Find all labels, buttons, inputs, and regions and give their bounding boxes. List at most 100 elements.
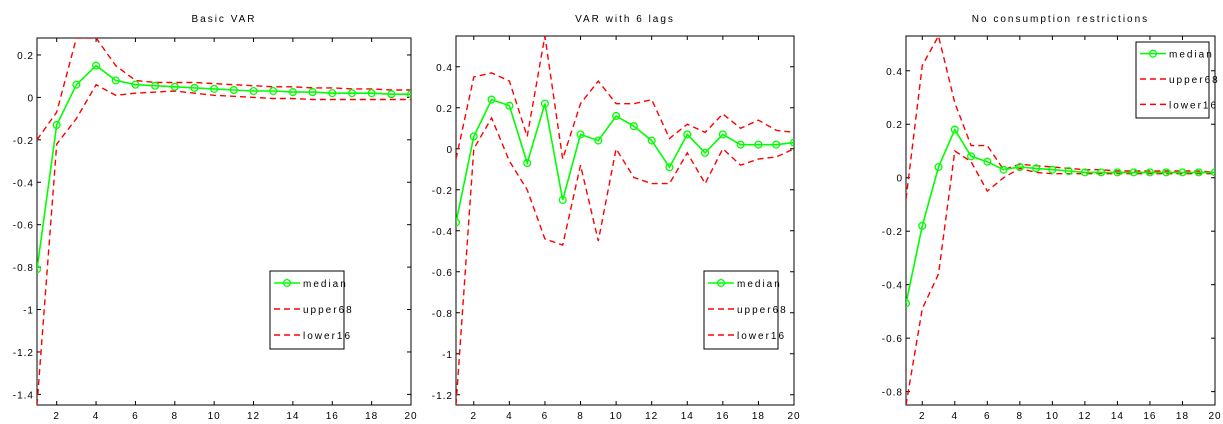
y-tick-label: 0.4 <box>886 67 903 78</box>
legend: median upper68 lower16 <box>703 270 786 350</box>
legend-marker-median <box>716 278 726 288</box>
data-point-median <box>523 159 532 168</box>
y-tick-label: 0 <box>446 145 453 156</box>
data-point-median <box>131 80 140 89</box>
data-point-median <box>576 130 585 139</box>
x-tick-label: 16 <box>1143 411 1156 422</box>
series-line-lower16 <box>906 149 1215 405</box>
legend-label-median: median <box>737 279 782 290</box>
y-tick-label: -0.2 <box>432 186 453 197</box>
y-tick-label: -0.4 <box>13 178 34 189</box>
y-tick-label: -1.4 <box>13 390 34 401</box>
x-tick-label: 6 <box>542 411 549 422</box>
data-point-median <box>170 82 179 91</box>
data-point-median <box>347 89 356 98</box>
x-tick-label: 6 <box>984 411 991 422</box>
data-point-median <box>308 88 317 97</box>
data-point-median <box>999 165 1008 174</box>
data-point-median <box>772 140 781 149</box>
y-tick-label: -0.6 <box>13 221 34 232</box>
y-tick-label: -0.8 <box>432 309 453 320</box>
legend-label-upper68: upper68 <box>1169 75 1220 86</box>
x-tick-label: 4 <box>952 411 959 422</box>
y-tick-label: -0.2 <box>13 136 34 147</box>
series-group <box>906 36 1215 405</box>
x-tick-label: 4 <box>93 411 100 422</box>
legend-marker-median <box>282 278 292 288</box>
data-point-median <box>967 152 976 161</box>
data-point-median <box>72 80 81 89</box>
data-point-median <box>934 162 943 172</box>
series-line-median <box>456 98 794 223</box>
data-point-median <box>1194 168 1203 177</box>
series-group <box>456 36 794 405</box>
data-point-median <box>540 99 549 108</box>
data-point-median <box>1145 168 1154 177</box>
x-tick-label: 10 <box>610 411 623 422</box>
data-point-median <box>469 132 478 141</box>
legend-label-lower16: lower16 <box>1169 100 1218 111</box>
data-point-median <box>1162 168 1171 177</box>
y-tick-label: -0.8 <box>882 388 903 399</box>
x-tick-label: 2 <box>919 411 926 422</box>
legend-box <box>269 270 345 350</box>
y-tick-label: 0.4 <box>436 63 453 74</box>
y-tick-label: -0.6 <box>882 334 903 345</box>
data-point-median <box>210 84 219 93</box>
legend-label-median: median <box>303 279 348 290</box>
plot-area-frame <box>36 37 412 406</box>
x-tick-label: 18 <box>365 411 378 422</box>
series-line-lower16 <box>37 83 411 405</box>
data-point-median <box>918 221 927 230</box>
data-point-median <box>505 101 514 110</box>
data-point-median <box>151 81 160 90</box>
legend-label-upper68: upper68 <box>303 305 354 316</box>
x-tick-label: 4 <box>506 411 513 422</box>
data-point-median <box>718 130 727 139</box>
x-tick-label: 2 <box>471 411 478 422</box>
data-point-median <box>367 89 376 98</box>
data-point-median <box>249 86 258 96</box>
x-tick-label: 6 <box>132 411 139 422</box>
data-point-median <box>190 83 199 92</box>
chart-title: VAR with 6 lags <box>575 14 675 25</box>
series-line-lower16 <box>456 116 794 405</box>
series-line-upper68 <box>906 36 1215 200</box>
data-point-median <box>736 140 745 149</box>
data-point-median <box>487 95 496 104</box>
series-group <box>37 38 411 405</box>
data-point-median <box>558 195 567 205</box>
legend-label-lower16: lower16 <box>303 331 352 342</box>
x-tick-label: 12 <box>247 411 260 422</box>
data-point-median <box>37 265 42 274</box>
legend-box <box>703 270 779 350</box>
data-point-median <box>406 90 411 99</box>
x-tick-label: 8 <box>577 411 584 422</box>
data-point-median <box>288 88 297 97</box>
plot-area-frame <box>905 35 1216 406</box>
data-point-median <box>1032 164 1041 173</box>
x-tick-label: 10 <box>1046 411 1059 422</box>
x-tick-label: 8 <box>172 411 179 422</box>
chart-title: No consumption restrictions <box>972 14 1149 25</box>
data-point-median <box>1048 165 1057 174</box>
x-tick-label: 18 <box>1176 411 1189 422</box>
x-tick-label: 12 <box>1078 411 1091 422</box>
series-line-upper68 <box>456 36 794 160</box>
y-tick-label: -0.8 <box>13 263 34 274</box>
data-point-median <box>1129 168 1138 177</box>
y-tick-label: 0 <box>27 93 34 104</box>
data-point-median <box>950 125 959 134</box>
data-point-median <box>683 130 692 139</box>
data-point-median <box>629 122 638 131</box>
data-point-median <box>1210 168 1215 177</box>
legend-label-lower16: lower16 <box>737 331 786 342</box>
x-tick-label: 20 <box>404 411 417 422</box>
data-point-median <box>1113 168 1122 177</box>
legend-box <box>1135 41 1210 119</box>
y-tick-label: -1 <box>442 350 453 361</box>
y-tick-label: -1.2 <box>13 348 34 359</box>
data-point-median <box>229 85 238 95</box>
x-tick-label: 10 <box>208 411 221 422</box>
x-tick-label: 20 <box>787 411 800 422</box>
